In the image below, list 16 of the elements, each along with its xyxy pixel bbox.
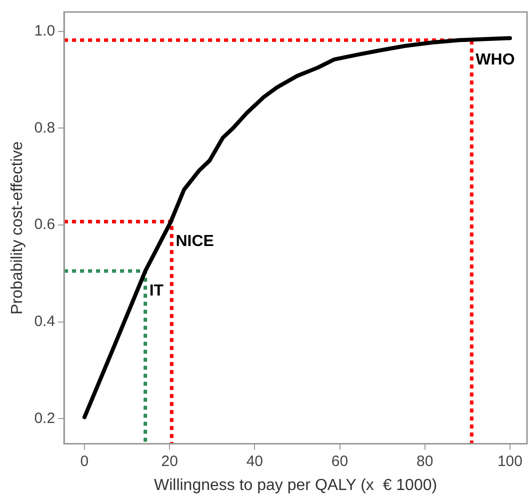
y-tick-label: 0.2 [34, 410, 56, 427]
annotation: WHO [476, 51, 515, 68]
x-tick-label: 80 [416, 452, 434, 470]
x-tick-label: 100 [497, 452, 522, 470]
annotation: NICE [176, 233, 214, 250]
x-tick-label: 60 [331, 452, 348, 470]
x-tick-label: 20 [161, 452, 178, 470]
x-tick-label: 40 [246, 452, 264, 470]
annotation: IT [149, 282, 164, 300]
x-axis-title: Willingness to pay per QALY (x € 1000) [154, 476, 438, 494]
y-tick-label: 0.4 [34, 312, 56, 330]
y-tick-label: 0.6 [34, 216, 56, 234]
y-axis-title: Probability cost-effective [9, 141, 26, 314]
y-tick-label: 0.8 [34, 119, 56, 136]
x-tick-label: 0 [80, 452, 89, 470]
y-tick-label: 1.0 [34, 22, 56, 40]
